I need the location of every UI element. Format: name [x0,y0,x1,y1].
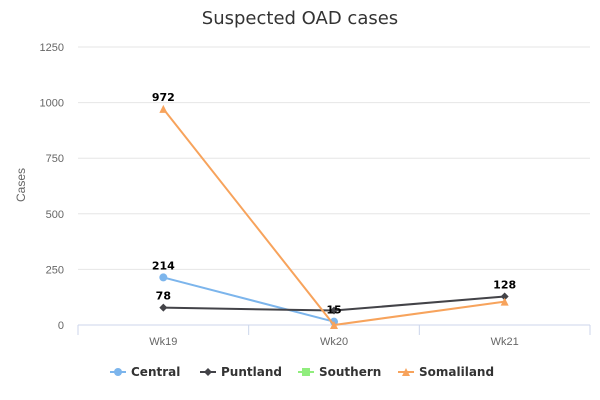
grid [78,46,590,270]
series-somaliland [159,104,509,329]
data-label: 214 [152,259,175,272]
data-labels: 214 15 78 128 972 [152,91,516,317]
y-tick-label: 750 [46,153,64,165]
x-tick-label: Wk21 [491,336,519,348]
legend-item-puntland[interactable]: Puntland [200,365,282,379]
data-label: 972 [152,91,175,104]
series-central [159,273,338,326]
legend-label: Somaliland [419,365,494,379]
data-label: 128 [493,279,516,292]
data-label: 15 [326,304,341,317]
data-point [159,303,168,312]
legend-marker-icon [302,368,310,376]
data-point [500,292,509,301]
series-puntland [159,292,509,315]
y-axis: 0 250 500 750 1000 1250 [40,42,64,332]
data-point [330,321,338,329]
legend-marker-icon [114,368,122,376]
legend-item-central[interactable]: Central [110,365,180,379]
legend: Central Puntland Southern Somaliland [110,365,494,379]
legend-label: Puntland [221,365,282,379]
series-line [162,108,505,327]
x-tick-label: Wk20 [320,336,348,348]
legend-marker-icon [402,368,410,376]
series [159,104,509,329]
legend-label: Southern [319,365,381,379]
x-tick-label: Wk19 [149,336,177,348]
y-tick-label: 1000 [40,98,64,110]
series-line [163,276,335,323]
data-point [500,297,509,306]
legend-item-southern[interactable]: Southern [298,365,381,379]
y-tick-label: 250 [46,264,64,276]
y-tick-label: 500 [46,209,64,221]
y-tick-label: 0 [58,320,64,332]
data-point [159,273,168,282]
data-label: 78 [156,290,171,303]
chart-title: Suspected OAD cases [202,8,398,29]
legend-marker-icon [204,368,212,376]
data-point [159,104,168,113]
data-point [330,306,338,315]
legend-label: Central [131,365,180,379]
legend-item-somaliland[interactable]: Somaliland [398,365,494,379]
y-tick-label: 1250 [40,42,64,54]
y-axis-title: Cases [14,168,28,202]
